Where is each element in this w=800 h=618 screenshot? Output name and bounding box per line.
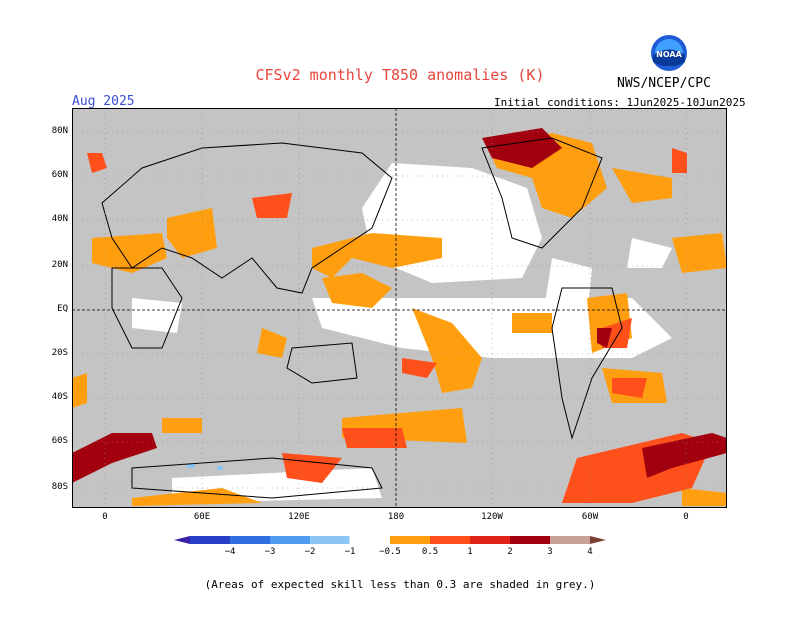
- colorbar-swatch: [190, 536, 230, 544]
- colorbar-swatch: [230, 536, 270, 544]
- forecast-month: Aug 2025: [72, 94, 135, 109]
- cool-anomaly-1-0p5: [187, 464, 223, 470]
- lon-label: 60W: [581, 512, 599, 522]
- colorbar-tick-label: −2: [305, 547, 316, 557]
- map-title: CFSv2 monthly T850 anomalies (K): [255, 66, 545, 84]
- lon-label: 120E: [288, 512, 310, 522]
- colorbar-swatch: [430, 536, 470, 544]
- colorbar-swatch: [270, 536, 310, 544]
- colorbar-tick-label: 3: [547, 547, 552, 557]
- lat-label: 60S: [51, 436, 68, 446]
- organization-label: NWS/NCEP/CPC: [617, 76, 711, 91]
- colorbar-swatch: [390, 536, 430, 544]
- colorbar-tick-label: 0.5: [422, 547, 438, 557]
- colorbar-swatch: [349, 535, 391, 545]
- graticule: [72, 108, 727, 508]
- lat-label: 40N: [51, 214, 68, 224]
- colorbar-tick-label: −0.5: [379, 547, 401, 557]
- colorbar-tick-label: 1: [467, 547, 472, 557]
- noaa-logo: NOAA: [651, 35, 687, 71]
- colorbar-swatch: [550, 536, 590, 544]
- colorbar-tick-label: −1: [345, 547, 356, 557]
- skill-caption: (Areas of expected skill less than 0.3 a…: [204, 578, 596, 591]
- colorbar: −4 −3 −2 −1 −0.5 0.5 1 2 3 4: [174, 535, 606, 557]
- lat-label: 60N: [51, 170, 68, 180]
- colorbar-arrow-low: [174, 536, 190, 544]
- colorbar-tick-label: 4: [587, 547, 592, 557]
- anomaly-map: [72, 108, 727, 508]
- colorbar-swatch: [310, 536, 350, 544]
- lat-label: EQ: [57, 304, 68, 314]
- lat-label: 20N: [51, 260, 68, 270]
- lat-label: 20S: [51, 348, 68, 358]
- colorbar-tick-label: −3: [265, 547, 276, 557]
- colorbar-swatch: [470, 536, 510, 544]
- lon-label: 0: [683, 512, 689, 522]
- lon-label: 0: [102, 512, 108, 522]
- initial-conditions: Initial conditions: 1Jun2025-10Jun2025: [494, 96, 746, 109]
- lon-label: 60E: [193, 512, 211, 522]
- map-frame: [72, 108, 727, 508]
- lat-label: 80S: [51, 482, 68, 492]
- warm-anomaly-2-3: [72, 128, 727, 483]
- logo-text: NOAA: [656, 50, 682, 59]
- lat-label: 80N: [51, 126, 68, 136]
- colorbar-tick-label: 2: [507, 547, 512, 557]
- colorbar-swatch: [510, 536, 550, 544]
- lon-label: 120W: [481, 512, 503, 522]
- lat-label: 40S: [51, 392, 68, 402]
- colorbar-tick-label: −4: [225, 547, 236, 557]
- lon-label: 180: [387, 512, 405, 522]
- colorbar-arrow-high: [590, 536, 606, 544]
